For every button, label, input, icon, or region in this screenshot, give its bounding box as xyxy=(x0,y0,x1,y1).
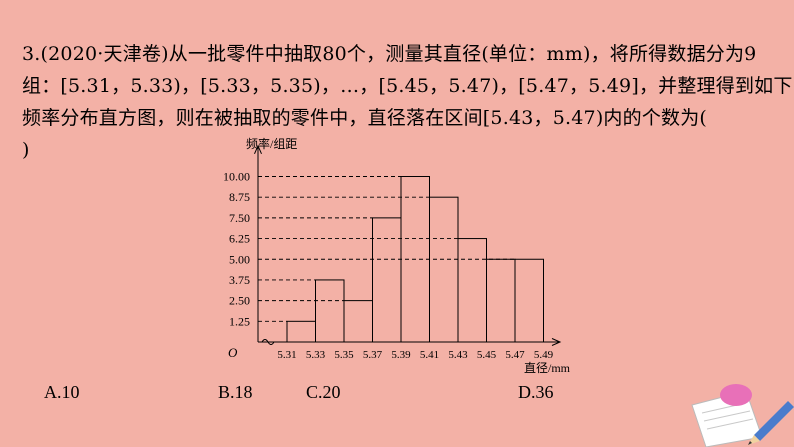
x-tick-label: 5.47 xyxy=(505,349,525,361)
histogram-bar xyxy=(429,196,459,343)
option-b[interactable]: B.18 xyxy=(218,382,253,402)
x-tick-label: 5.37 xyxy=(363,349,383,361)
y-axis-label: 频率/组距 xyxy=(246,136,297,151)
question-line-2: 组：[5.31，5.33)，[5.33，5.35)，…，[5.45，5.47)，… xyxy=(22,75,793,97)
histogram-bar xyxy=(372,217,402,343)
x-tick-label: 5.45 xyxy=(477,349,497,361)
x-tick-label: 5.31 xyxy=(277,349,296,361)
histogram-bar xyxy=(286,320,316,343)
x-tick-label: 5.35 xyxy=(334,349,354,361)
x-tick-label: 5.43 xyxy=(448,349,468,361)
y-tick-label: 8.75 xyxy=(229,190,250,204)
question-line-4: ) xyxy=(22,139,30,161)
y-tick-label: 6.25 xyxy=(229,232,250,246)
histogram-bar xyxy=(457,238,487,343)
x-tick-label: 5.33 xyxy=(306,349,326,361)
y-tick-label: 10.00 xyxy=(223,170,250,184)
histogram-bar xyxy=(514,258,544,343)
question-text: 3.(2020·天津卷)从一批零件中抽取80个，测量其直径(单位：mm)，将所得… xyxy=(22,38,793,166)
y-tick-label: 7.50 xyxy=(229,211,250,225)
answer-options: A.10 B.18 C.20 D.36 xyxy=(0,382,794,412)
histogram-bar xyxy=(343,300,373,343)
option-a[interactable]: A.10 xyxy=(44,382,80,402)
question-line-1: 3.(2020·天津卷)从一批零件中抽取80个，测量其直径(单位：mm)，将所得… xyxy=(22,43,757,65)
option-c[interactable]: C.20 xyxy=(306,382,341,402)
y-tick-label: 2.50 xyxy=(229,294,250,308)
histogram-bar xyxy=(486,258,516,343)
pink-blob xyxy=(720,384,752,406)
axis-break-mark xyxy=(261,339,275,345)
x-tick-label: 5.41 xyxy=(420,349,439,361)
option-d[interactable]: D.36 xyxy=(518,382,554,402)
histogram-bar xyxy=(315,279,345,343)
y-tick-label: 5.00 xyxy=(229,252,250,266)
pencil xyxy=(748,401,794,445)
y-tick-label: 3.75 xyxy=(229,273,250,287)
x-tick-label: 5.39 xyxy=(391,349,411,361)
x-tick-label: 5.49 xyxy=(534,349,554,361)
y-tick-label: 1.25 xyxy=(229,314,250,328)
pencil-and-paper-icon xyxy=(691,384,794,447)
origin-label: O xyxy=(228,345,238,360)
x-axis-arrow xyxy=(551,338,562,346)
y-axis-arrow xyxy=(254,144,262,155)
x-axis-label: 直径/mm xyxy=(524,361,571,375)
question-line-3: 频率分布直方图，则在被抽取的零件中，直径落在区间[5.43，5.47)内的个数为… xyxy=(22,107,708,129)
